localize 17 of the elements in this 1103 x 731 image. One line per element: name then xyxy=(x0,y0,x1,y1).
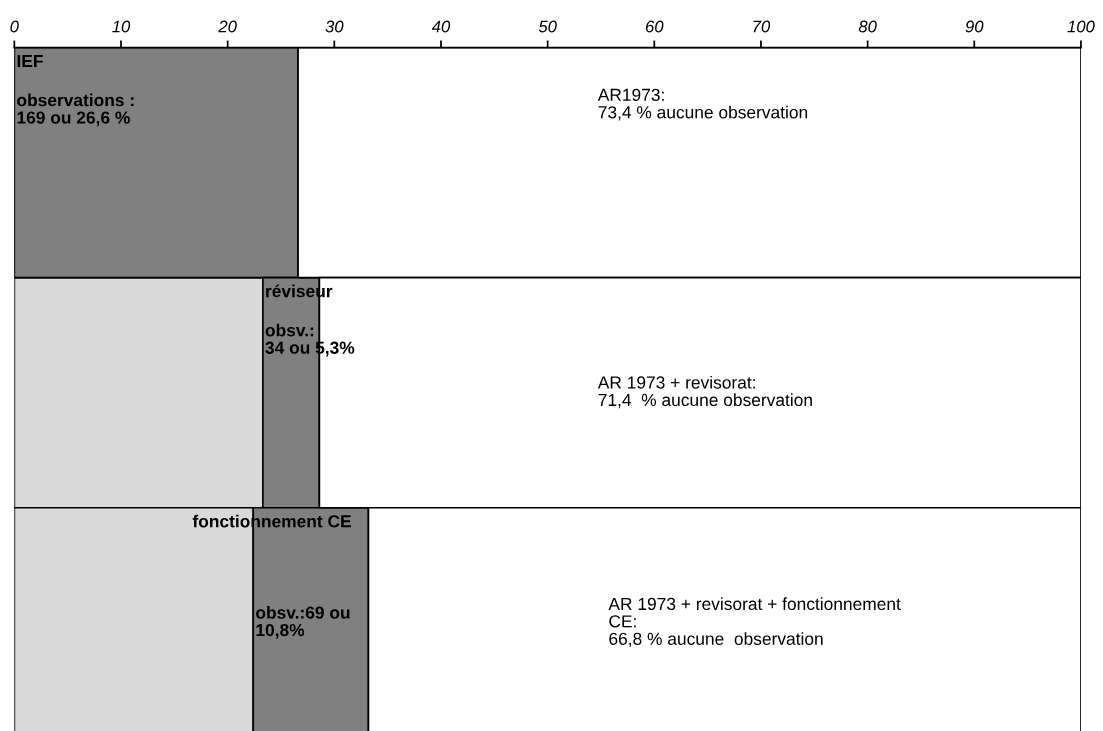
x-tick-label: 70 xyxy=(753,20,771,33)
x-tick-label: 20 xyxy=(218,20,237,33)
annotation: IEF xyxy=(17,55,43,67)
annotation: AR1973: 73,4 % aucune observation xyxy=(597,88,808,121)
x-tick-label: 0 xyxy=(10,20,19,33)
annotation: observations : 169 ou 26,6 % xyxy=(17,93,134,127)
x-tick-label: 100 xyxy=(1067,20,1095,33)
annotation: obsv.:69 ou 10,8% xyxy=(256,606,350,639)
x-tick-label: 50 xyxy=(538,20,557,33)
x-tick-label: 30 xyxy=(325,20,344,33)
annotation: AR 1973 + revisorat + fonctionnement CE: 66,8 % aucune observation xyxy=(608,597,901,647)
x-tick-label: 80 xyxy=(858,20,877,33)
x-tick-label: 40 xyxy=(431,20,451,33)
x-tick-label: 90 xyxy=(965,20,984,33)
x-tick-label: 10 xyxy=(112,20,131,33)
annotation: AR 1973 + revisorat: 71,4 % aucune observation xyxy=(597,375,812,409)
x-tick-label: 60 xyxy=(645,20,664,33)
